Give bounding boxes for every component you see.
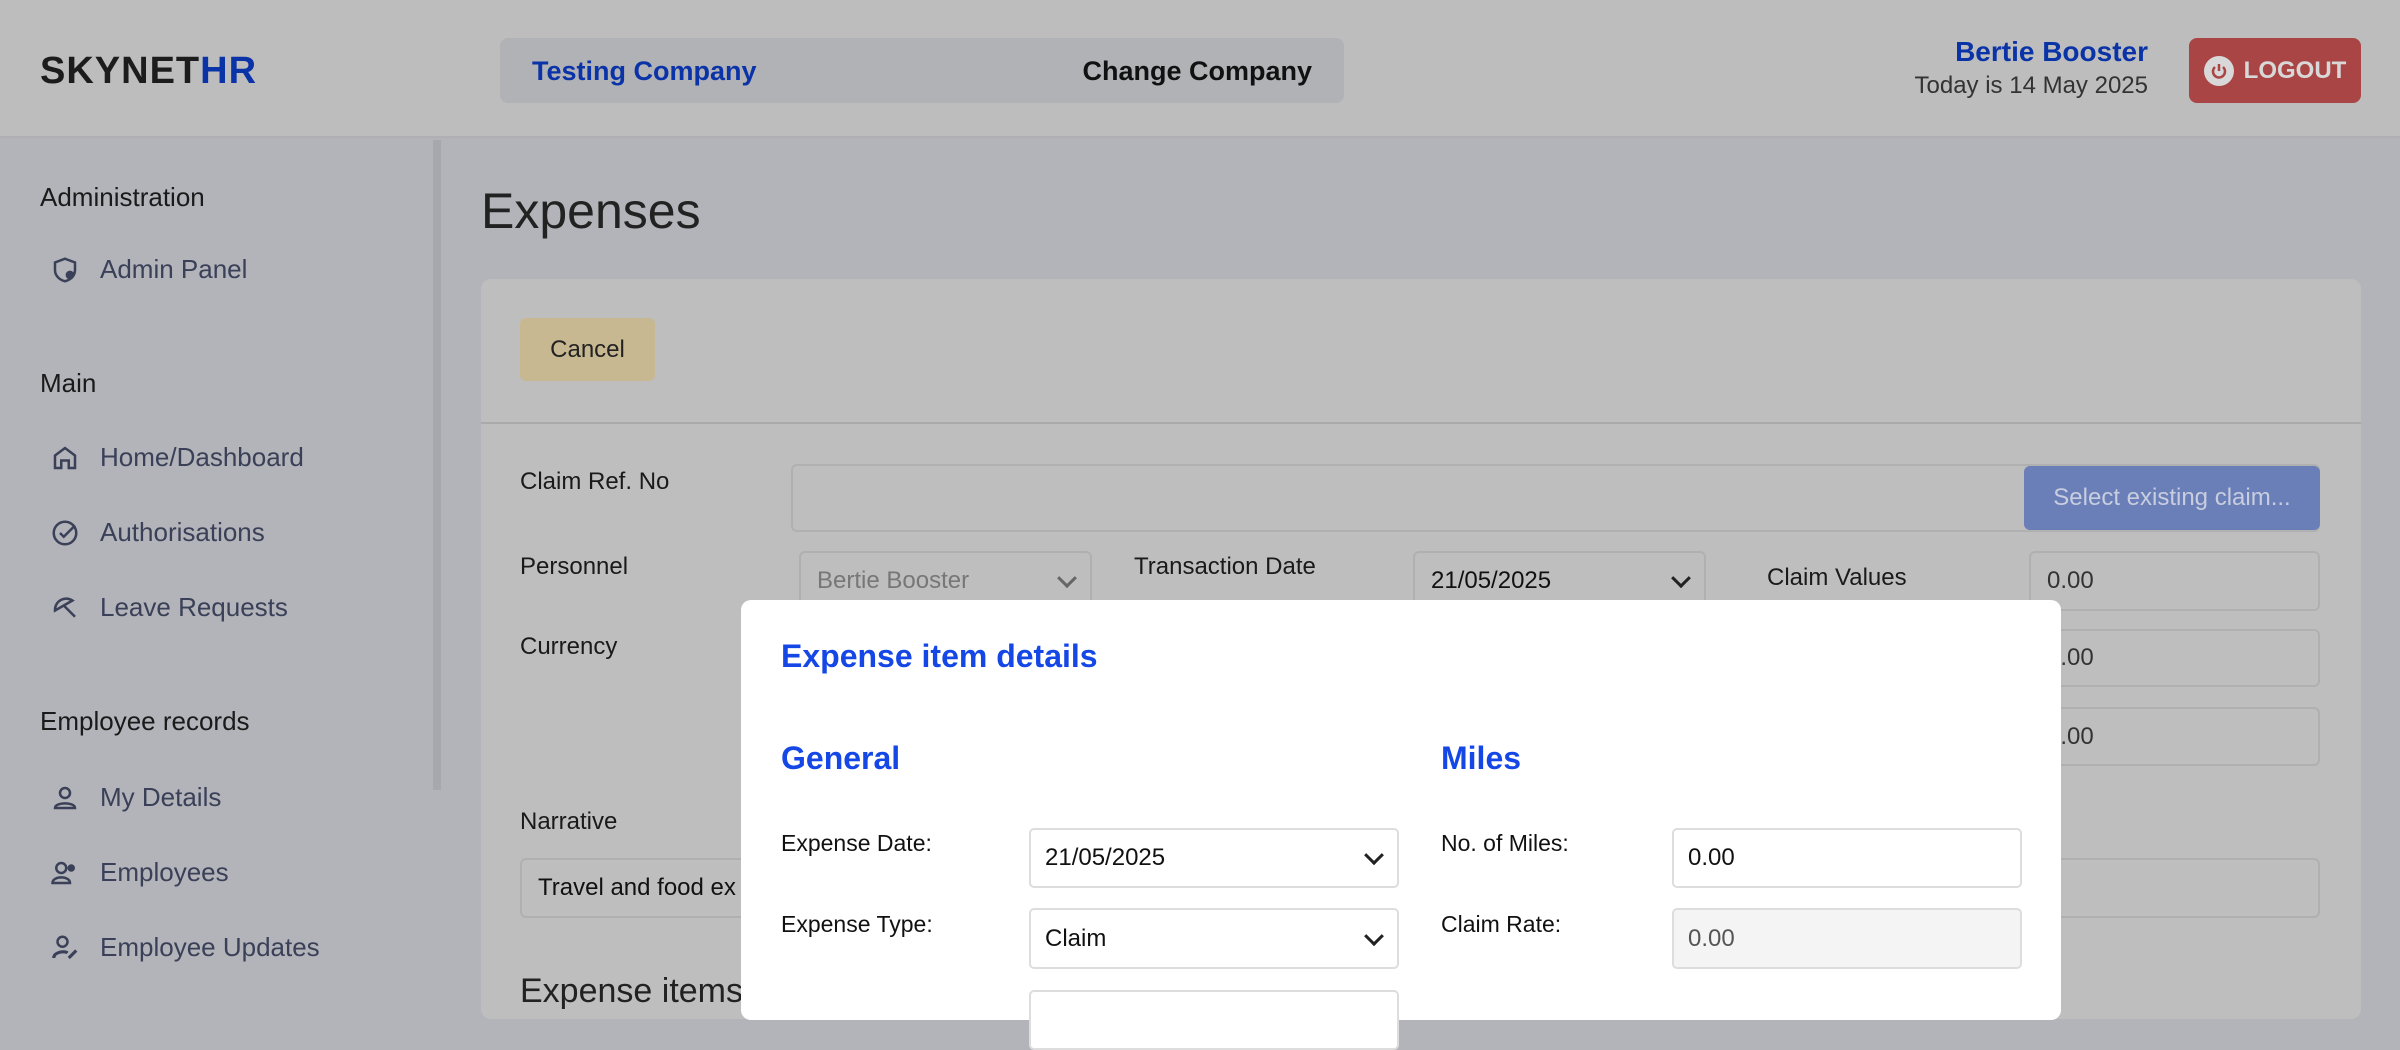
page-title: Expenses: [481, 183, 701, 239]
logo-text: SKYNET: [40, 50, 201, 92]
sidebar-item-admin-panel[interactable]: Admin Panel: [50, 254, 247, 285]
power-icon: [2203, 55, 2234, 86]
expense-date-select[interactable]: 21/05/2025: [1029, 828, 1399, 888]
umbrella-icon: [53, 596, 76, 618]
claim-values-label: Claim Values: [1767, 564, 1907, 591]
users-icon: [51, 861, 75, 884]
label: My Details: [100, 782, 222, 812]
claim-rate-label: Claim Rate:: [1441, 911, 1562, 937]
expense-items-heading: Expense items: [520, 972, 743, 1010]
label: Employee Updates: [100, 932, 320, 962]
sidebar: Administration Admin Panel Main Home/Das…: [0, 140, 433, 1000]
sidebar-item-employees[interactable]: Employees: [50, 857, 229, 888]
cancel-button[interactable]: Cancel: [520, 318, 655, 381]
claim-value-input-2[interactable]: 0.00: [2029, 629, 2320, 687]
user-icon: [53, 786, 77, 809]
personnel-label: Personnel: [520, 553, 629, 580]
sidebar-section-administration: Administration: [40, 182, 205, 212]
sidebar-item-leave-requests[interactable]: Leave Requests: [50, 592, 288, 623]
select-existing-claim-button[interactable]: Select existing claim...: [2024, 466, 2320, 530]
sidebar-section-employee-records: Employee records: [40, 706, 250, 736]
top-header: SKYNETHR Testing Company Change Company …: [0, 0, 2400, 138]
divider: [481, 422, 2361, 424]
today-date: Today is 14 May 2025: [1914, 72, 2148, 99]
transaction-date-value: 21/05/2025: [1431, 567, 1552, 594]
user-name[interactable]: Bertie Booster: [1955, 36, 2148, 67]
modal-title: Expense item details: [781, 638, 1098, 674]
label: Home/Dashboard: [100, 442, 304, 472]
label: Employees: [100, 857, 229, 887]
sidebar-item-authorisations[interactable]: Authorisations: [50, 517, 265, 548]
miles-input[interactable]: 0.00: [1672, 828, 2022, 888]
chevron-down-icon: [1364, 845, 1384, 866]
sidebar-item-home[interactable]: Home/Dashboard: [50, 442, 304, 473]
claim-value-input[interactable]: 0.00: [2029, 551, 2320, 611]
user-edit-icon: [52, 935, 78, 959]
company-name: Testing Company: [532, 56, 757, 86]
expense-item-modal: Expense item details General Miles Expen…: [741, 600, 2061, 1050]
logout-label: LOGOUT: [2243, 56, 2347, 84]
logo-accent: HR: [200, 50, 258, 92]
currency-label: Currency: [520, 633, 618, 660]
claim-value-input-3[interactable]: 0.00: [2029, 707, 2320, 766]
label: Leave Requests: [100, 592, 288, 622]
expense-type-value: Claim: [1045, 924, 1107, 952]
sidebar-scrollbar[interactable]: [433, 140, 441, 790]
user-info: Bertie Booster Today is 14 May 2025: [1915, 36, 2148, 100]
change-company-button[interactable]: Change Company: [1082, 56, 1312, 86]
sidebar-section-main: Main: [40, 368, 97, 398]
label: Admin Panel: [100, 254, 248, 284]
shield-icon: [53, 256, 77, 283]
chevron-down-icon: [1364, 925, 1384, 946]
logout-button[interactable]: LOGOUT: [2189, 38, 2361, 103]
sidebar-item-my-details[interactable]: My Details: [50, 782, 221, 813]
logo[interactable]: SKYNETHR: [40, 50, 257, 93]
third-field-input[interactable]: [1029, 990, 1399, 1050]
company-bar: Testing Company Change Company: [500, 38, 1344, 103]
expense-date-label: Expense Date:: [781, 830, 932, 856]
claim-ref-label: Claim Ref. No: [520, 468, 670, 495]
personnel-value: Bertie Booster: [817, 567, 970, 594]
miles-heading: Miles: [1441, 740, 1522, 776]
check-circle-icon: [52, 520, 78, 545]
claim-rate-input: 0.00: [1672, 908, 2022, 969]
expense-date-value: 21/05/2025: [1045, 844, 1166, 871]
label: Authorisations: [100, 517, 265, 547]
chevron-down-icon: [1057, 568, 1077, 589]
sidebar-item-employee-updates[interactable]: Employee Updates: [50, 932, 320, 963]
expense-type-label: Expense Type:: [781, 911, 933, 937]
general-heading: General: [781, 740, 901, 776]
chevron-down-icon: [1671, 568, 1691, 589]
home-icon: [53, 445, 77, 469]
narrative-label: Narrative: [520, 808, 618, 835]
expense-type-select[interactable]: Claim: [1029, 908, 1399, 969]
miles-label: No. of Miles:: [1441, 830, 1569, 856]
transaction-date-label: Transaction Date: [1134, 553, 1316, 580]
